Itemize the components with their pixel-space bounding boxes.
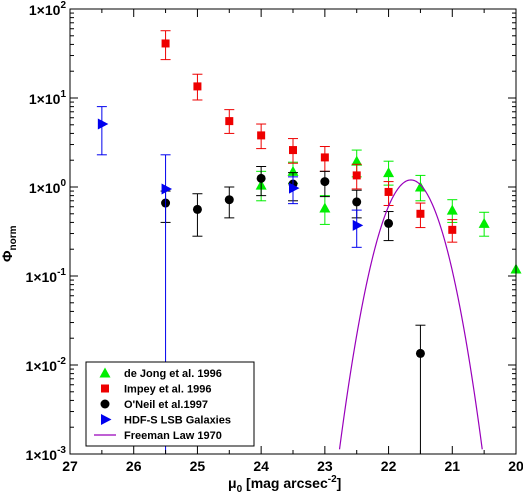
data-point xyxy=(416,209,425,218)
legend-label: Impey et al. 1996 xyxy=(124,384,211,396)
x-tick-label: 22 xyxy=(381,458,397,474)
legend-label: Freeman Law 1970 xyxy=(124,430,222,442)
legend-label: de Jong et al. 1996 xyxy=(124,368,222,380)
data-point xyxy=(161,183,173,195)
data-point xyxy=(257,131,266,140)
legend-item: HDF-S LSB Galaxies xyxy=(101,414,231,427)
freeman-law-curve xyxy=(338,179,483,450)
legend-item: de Jong et al. 1996 xyxy=(99,367,222,380)
x-tick-label: 23 xyxy=(317,458,333,474)
data-point xyxy=(384,187,393,196)
x-tick-label: 25 xyxy=(190,458,206,474)
x-axis-title-sub: 0 xyxy=(237,484,243,495)
series-freeman-law-1970 xyxy=(338,179,483,450)
y-axis-title-base: Φ xyxy=(0,250,15,262)
y-axis-title: Φnorm xyxy=(0,225,19,262)
x-tick-label: 24 xyxy=(253,458,269,474)
legend-item: Impey et al. 1996 xyxy=(101,384,211,396)
legend-box xyxy=(85,361,255,447)
data-point xyxy=(351,155,363,166)
legend-marker xyxy=(101,414,112,425)
legend-item: Freeman Law 1970 xyxy=(94,430,222,442)
series-impey-et-al-1996 xyxy=(160,30,458,243)
data-point xyxy=(97,118,109,130)
legend-marker xyxy=(100,399,110,409)
legend-items: de Jong et al. 1996 Impey et al. 1996 O'Ne… xyxy=(94,367,231,442)
data-point xyxy=(287,165,299,176)
data-point xyxy=(383,167,395,178)
x-axis-title-base: μ xyxy=(228,475,237,491)
legend: de Jong et al. 1996 Impey et al. 1996 O'Ne… xyxy=(85,361,255,447)
data-point xyxy=(289,146,297,155)
data-point xyxy=(352,171,361,180)
x-axis-title-close: ] xyxy=(337,475,342,491)
data-point xyxy=(478,217,490,228)
data-point xyxy=(225,117,234,126)
series-o-neil-et-al-1997 xyxy=(160,165,426,454)
y-tick-label: 1×102 xyxy=(29,0,67,18)
data-point xyxy=(320,153,329,162)
data-point xyxy=(320,177,330,187)
data-point xyxy=(414,181,426,192)
x-tick-label: 20 xyxy=(508,458,523,474)
data-point xyxy=(224,195,234,205)
x-tick-label: 27 xyxy=(62,458,78,474)
y-tick-label: 1×10-3 xyxy=(26,445,67,463)
legend-label: HDF-S LSB Galaxies xyxy=(124,415,231,427)
y-tick-label: 1×100 xyxy=(29,178,67,196)
x-axis-title-unit: [mag arcsec xyxy=(242,475,328,491)
y-axis-title-sub: norm xyxy=(8,225,19,250)
data-point xyxy=(352,197,362,207)
data-point xyxy=(193,82,202,91)
data-point xyxy=(352,219,364,231)
data-point xyxy=(319,202,331,213)
x-tick-label: 21 xyxy=(444,458,460,474)
data-point xyxy=(448,225,457,234)
y-tick-label: 1×10-1 xyxy=(26,267,67,285)
x-axis-title: μ0 [mag arcsec-2] xyxy=(228,474,341,495)
legend-marker xyxy=(99,367,111,378)
y-tick-label: 1×101 xyxy=(29,89,67,107)
data-point xyxy=(446,204,458,215)
data-point xyxy=(256,173,266,183)
y-tick-label: 1×10-2 xyxy=(26,356,67,374)
x-axis-title-sup: -2 xyxy=(328,474,337,485)
series-de-jong-et-al-1996 xyxy=(255,149,522,274)
x-tick-label: 26 xyxy=(126,458,142,474)
axes: 27 26 25 24 23 22 21 20 1×102 1×101 1×100 1×10-1 1×1… xyxy=(26,0,523,474)
data-point xyxy=(161,39,170,48)
data-point xyxy=(415,348,425,358)
data-point xyxy=(192,204,202,214)
data-point xyxy=(384,218,394,228)
legend-marker xyxy=(101,384,109,393)
data-point xyxy=(289,182,300,194)
legend-label: O'Neil et al.1997 xyxy=(124,399,208,411)
legend-item: O'Neil et al.1997 xyxy=(100,399,208,411)
plot-area xyxy=(96,30,522,454)
